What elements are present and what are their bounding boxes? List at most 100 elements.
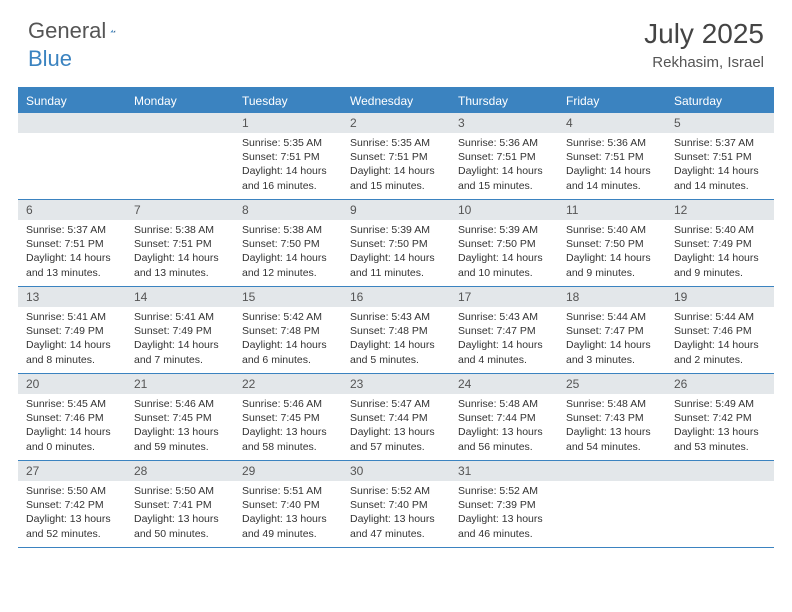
day-number: 8 xyxy=(234,200,342,220)
sunrise-line: Sunrise: 5:47 AM xyxy=(350,397,442,411)
day-cell: 1 Sunrise: 5:35 AMSunset: 7:51 PMDaylight… xyxy=(234,113,342,199)
sunset-line: Sunset: 7:44 PM xyxy=(458,411,550,425)
day-details: Sunrise: 5:44 AMSunset: 7:46 PMDaylight:… xyxy=(666,310,774,367)
weeks-container: 1Sunrise: 5:35 AMSunset: 7:51 PMDaylight… xyxy=(18,113,774,548)
day-number: 3 xyxy=(450,113,558,133)
daylight-line: Daylight: 13 hours and 54 minutes. xyxy=(566,425,658,453)
sunset-line: Sunset: 7:48 PM xyxy=(350,324,442,338)
week-row: 13Sunrise: 5:41 AMSunset: 7:49 PMDayligh… xyxy=(18,287,774,374)
day-details: Sunrise: 5:50 AMSunset: 7:41 PMDaylight:… xyxy=(126,484,234,541)
sunrise-line: Sunrise: 5:50 AM xyxy=(26,484,118,498)
day-cell: 31 Sunrise: 5:52 AMSunset: 7:39 PMDayligh… xyxy=(450,461,558,547)
day-details: Sunrise: 5:35 AMSunset: 7:51 PMDaylight:… xyxy=(234,136,342,193)
day-number xyxy=(126,113,234,133)
sunrise-line: Sunrise: 5:45 AM xyxy=(26,397,118,411)
week-row: 27Sunrise: 5:50 AMSunset: 7:42 PMDayligh… xyxy=(18,461,774,548)
day-number: 23 xyxy=(342,374,450,394)
day-cell: 26 Sunrise: 5:49 AMSunset: 7:42 PMDayligh… xyxy=(666,374,774,460)
day-number: 1 xyxy=(234,113,342,133)
page-header: General July 2025 Rekhasim, Israel xyxy=(0,0,792,79)
month-title: July 2025 xyxy=(644,18,764,50)
daylight-line: Daylight: 13 hours and 58 minutes. xyxy=(242,425,334,453)
day-cell: 3 Sunrise: 5:36 AMSunset: 7:51 PMDaylight… xyxy=(450,113,558,199)
brand-general: General xyxy=(28,18,106,44)
sunset-line: Sunset: 7:45 PM xyxy=(134,411,226,425)
sunrise-line: Sunrise: 5:35 AM xyxy=(242,136,334,150)
sunrise-line: Sunrise: 5:36 AM xyxy=(458,136,550,150)
sunset-line: Sunset: 7:50 PM xyxy=(350,237,442,251)
day-cell: 18 Sunrise: 5:44 AMSunset: 7:47 PMDayligh… xyxy=(558,287,666,373)
day-details: Sunrise: 5:44 AMSunset: 7:47 PMDaylight:… xyxy=(558,310,666,367)
sunrise-line: Sunrise: 5:44 AM xyxy=(674,310,766,324)
sunset-line: Sunset: 7:39 PM xyxy=(458,498,550,512)
sunrise-line: Sunrise: 5:48 AM xyxy=(458,397,550,411)
day-details: Sunrise: 5:38 AMSunset: 7:51 PMDaylight:… xyxy=(126,223,234,280)
sunset-line: Sunset: 7:40 PM xyxy=(242,498,334,512)
day-details: Sunrise: 5:47 AMSunset: 7:44 PMDaylight:… xyxy=(342,397,450,454)
day-details: Sunrise: 5:51 AMSunset: 7:40 PMDaylight:… xyxy=(234,484,342,541)
sunrise-line: Sunrise: 5:41 AM xyxy=(26,310,118,324)
sunrise-line: Sunrise: 5:35 AM xyxy=(350,136,442,150)
location-label: Rekhasim, Israel xyxy=(644,54,764,71)
sunrise-line: Sunrise: 5:52 AM xyxy=(458,484,550,498)
day-cell: 4Sunrise: 5:36 AMSunset: 7:51 PMDaylight… xyxy=(558,113,666,199)
week-row: 1Sunrise: 5:35 AMSunset: 7:51 PMDaylight… xyxy=(18,113,774,200)
sunrise-line: Sunrise: 5:39 AM xyxy=(458,223,550,237)
sunrise-line: Sunrise: 5:38 AM xyxy=(242,223,334,237)
day-cell: 29Sunrise: 5:51 AMSunset: 7:40 PMDayligh… xyxy=(234,461,342,547)
day-cell: 20Sunrise: 5:45 AMSunset: 7:46 PMDayligh… xyxy=(18,374,126,460)
day-number: 31 xyxy=(450,461,558,481)
sunset-line: Sunset: 7:51 PM xyxy=(134,237,226,251)
daylight-line: Daylight: 14 hours and 13 minutes. xyxy=(134,251,226,279)
day-cell: 23 Sunrise: 5:47 AMSunset: 7:44 PMDayligh… xyxy=(342,374,450,460)
day-number: 28 xyxy=(126,461,234,481)
daylight-line: Daylight: 14 hours and 16 minutes. xyxy=(242,164,334,192)
day-number: 2 xyxy=(342,113,450,133)
day-details: Sunrise: 5:42 AMSunset: 7:48 PMDaylight:… xyxy=(234,310,342,367)
day-number: 12 xyxy=(666,200,774,220)
sunset-line: Sunset: 7:50 PM xyxy=(242,237,334,251)
day-cell: 25Sunrise: 5:48 AMSunset: 7:43 PMDayligh… xyxy=(558,374,666,460)
sunrise-line: Sunrise: 5:52 AM xyxy=(350,484,442,498)
day-number: 26 xyxy=(666,374,774,394)
day-details: Sunrise: 5:38 AMSunset: 7:50 PMDaylight:… xyxy=(234,223,342,280)
sunrise-line: Sunrise: 5:48 AM xyxy=(566,397,658,411)
sunset-line: Sunset: 7:47 PM xyxy=(458,324,550,338)
day-details: Sunrise: 5:37 AMSunset: 7:51 PMDaylight:… xyxy=(666,136,774,193)
day-cell: 30Sunrise: 5:52 AMSunset: 7:40 PMDayligh… xyxy=(342,461,450,547)
sunrise-line: Sunrise: 5:50 AM xyxy=(134,484,226,498)
day-number: 21 xyxy=(126,374,234,394)
day-details: Sunrise: 5:41 AMSunset: 7:49 PMDaylight:… xyxy=(18,310,126,367)
day-cell: 21Sunrise: 5:46 AMSunset: 7:45 PMDayligh… xyxy=(126,374,234,460)
day-details: Sunrise: 5:52 AMSunset: 7:39 PMDaylight:… xyxy=(450,484,558,541)
weekday-header: Sunday xyxy=(18,89,126,113)
day-details: Sunrise: 5:40 AMSunset: 7:50 PMDaylight:… xyxy=(558,223,666,280)
weekday-header: Thursday xyxy=(450,89,558,113)
day-number: 10 xyxy=(450,200,558,220)
day-details: Sunrise: 5:36 AMSunset: 7:51 PMDaylight:… xyxy=(558,136,666,193)
day-cell: 12 Sunrise: 5:40 AMSunset: 7:49 PMDayligh… xyxy=(666,200,774,286)
sunset-line: Sunset: 7:51 PM xyxy=(242,150,334,164)
day-details: Sunrise: 5:43 AMSunset: 7:47 PMDaylight:… xyxy=(450,310,558,367)
day-number: 18 xyxy=(558,287,666,307)
day-details: Sunrise: 5:36 AMSunset: 7:51 PMDaylight:… xyxy=(450,136,558,193)
sunrise-line: Sunrise: 5:46 AM xyxy=(134,397,226,411)
weekday-header: Wednesday xyxy=(342,89,450,113)
empty-day-cell xyxy=(558,461,666,547)
sunset-line: Sunset: 7:47 PM xyxy=(566,324,658,338)
day-cell: 17Sunrise: 5:43 AMSunset: 7:47 PMDayligh… xyxy=(450,287,558,373)
day-cell: 11 Sunrise: 5:40 AMSunset: 7:50 PMDayligh… xyxy=(558,200,666,286)
day-cell: 2Sunrise: 5:35 AMSunset: 7:51 PMDaylight… xyxy=(342,113,450,199)
day-cell: 13Sunrise: 5:41 AMSunset: 7:49 PMDayligh… xyxy=(18,287,126,373)
day-details: Sunrise: 5:49 AMSunset: 7:42 PMDaylight:… xyxy=(666,397,774,454)
daylight-line: Daylight: 13 hours and 47 minutes. xyxy=(350,512,442,540)
daylight-line: Daylight: 14 hours and 0 minutes. xyxy=(26,425,118,453)
day-details: Sunrise: 5:48 AMSunset: 7:43 PMDaylight:… xyxy=(558,397,666,454)
day-number: 11 xyxy=(558,200,666,220)
day-details: Sunrise: 5:50 AMSunset: 7:42 PMDaylight:… xyxy=(18,484,126,541)
day-details: Sunrise: 5:40 AMSunset: 7:49 PMDaylight:… xyxy=(666,223,774,280)
daylight-line: Daylight: 14 hours and 5 minutes. xyxy=(350,338,442,366)
day-number: 14 xyxy=(126,287,234,307)
sunrise-line: Sunrise: 5:36 AM xyxy=(566,136,658,150)
sunset-line: Sunset: 7:43 PM xyxy=(566,411,658,425)
